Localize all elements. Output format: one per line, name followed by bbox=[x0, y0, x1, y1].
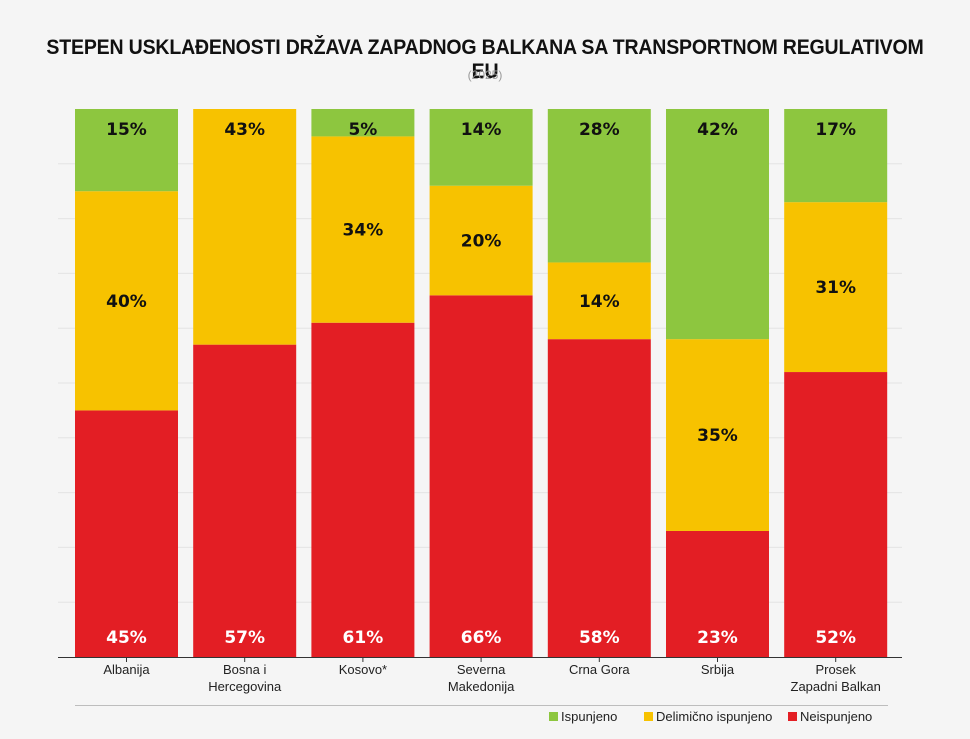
bar-segment bbox=[311, 136, 415, 323]
data-label: 28% bbox=[579, 120, 620, 140]
data-label: 52% bbox=[815, 628, 856, 648]
legend-label: Ispunjeno bbox=[561, 709, 617, 724]
data-label: 34% bbox=[343, 221, 384, 241]
data-label: 14% bbox=[579, 292, 620, 312]
data-label: 23% bbox=[697, 628, 738, 648]
bar-segment bbox=[75, 191, 178, 411]
x-tick-label: Crna Gora bbox=[569, 662, 630, 677]
data-label: 35% bbox=[697, 426, 738, 446]
bar-segment bbox=[666, 339, 769, 531]
data-label: 61% bbox=[343, 628, 384, 648]
data-label: 58% bbox=[579, 628, 620, 648]
x-tick-label: Srbija bbox=[701, 662, 735, 677]
bar-segment bbox=[784, 109, 888, 203]
data-label: 45% bbox=[106, 628, 147, 648]
x-tick-label: Prosek Zapadni Balkan bbox=[791, 662, 881, 694]
x-tick-label: Bosna i Hercegovina bbox=[208, 662, 282, 694]
bar-segment bbox=[429, 295, 533, 657]
legend-label: Neispunjeno bbox=[800, 709, 872, 724]
x-tick-label: Kosovo* bbox=[339, 662, 387, 677]
legend-swatch bbox=[788, 712, 797, 721]
data-label: 20% bbox=[461, 232, 502, 252]
bar-labels: 45% 40% 15% 57% 43% 61% 34% 5% 66% 20% 14% 58% 14% 28… bbox=[106, 120, 856, 648]
bar-segment bbox=[429, 109, 533, 186]
bar-segment bbox=[193, 344, 297, 657]
x-tick-label: Severna Makedonija bbox=[448, 662, 515, 694]
bars bbox=[75, 109, 888, 657]
data-label: 57% bbox=[224, 628, 265, 648]
bar-segment bbox=[75, 109, 178, 192]
bar-segment bbox=[75, 410, 178, 657]
bar-segment bbox=[666, 530, 769, 657]
bar-segment bbox=[547, 109, 651, 263]
chart-subtitle: (2025) bbox=[467, 68, 503, 82]
legend-swatch bbox=[549, 712, 558, 721]
bar-segment bbox=[311, 109, 415, 137]
data-label: 31% bbox=[815, 278, 856, 298]
chart-title: STEPEN USKLAĐENOSTI DRŽAVA ZAPADNOG BALK… bbox=[46, 36, 924, 83]
data-label: 42% bbox=[697, 120, 738, 140]
x-axis: Albanija Bosna i Hercegovina Kosovo* Severna… bbox=[58, 657, 902, 706]
data-label: 5% bbox=[348, 120, 377, 140]
data-label: 66% bbox=[461, 628, 502, 648]
legend-label: Delimično ispunjeno bbox=[656, 709, 772, 724]
bar-segment bbox=[311, 322, 415, 657]
bar-segment bbox=[193, 109, 297, 345]
bar-segment bbox=[666, 109, 769, 340]
data-label: 15% bbox=[106, 120, 147, 140]
data-label: 40% bbox=[106, 292, 147, 312]
data-label: 17% bbox=[815, 120, 856, 140]
bar-segment bbox=[429, 185, 533, 296]
legend: Ispunjeno Delimično ispunjeno Neispunjeno bbox=[549, 709, 872, 724]
data-label: 43% bbox=[224, 120, 265, 140]
x-tick-label: Albanija bbox=[103, 662, 150, 677]
bar-segment bbox=[547, 262, 651, 340]
data-label: 14% bbox=[461, 120, 502, 140]
legend-swatch bbox=[644, 712, 653, 721]
bar-segment bbox=[784, 202, 888, 373]
bar-segment bbox=[784, 372, 888, 657]
bar-segment bbox=[547, 339, 651, 657]
